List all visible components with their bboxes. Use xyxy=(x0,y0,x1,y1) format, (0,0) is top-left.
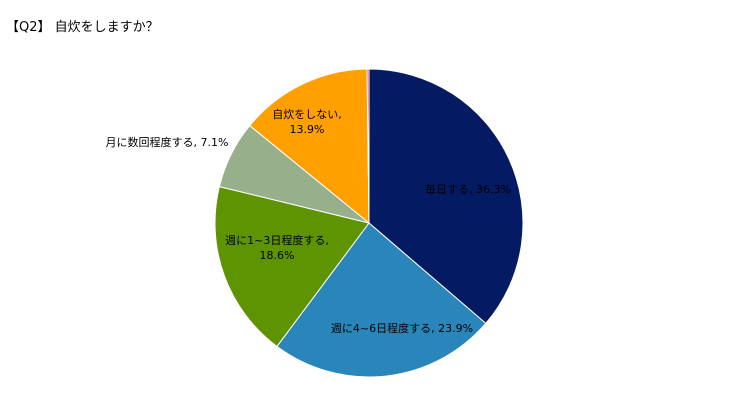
pie-slice-1 xyxy=(368,68,524,325)
slice-label-5: 自炊をしない, 13.9% xyxy=(272,108,342,136)
slice-label-3: 週に1~3日程度する, 18.6% xyxy=(225,233,329,262)
pie-slice-3 xyxy=(214,185,370,348)
slice-label-2: 週に4~6日程度する, 23.9% xyxy=(331,321,473,335)
pie-slice-5 xyxy=(249,68,370,225)
pie-slice-2 xyxy=(276,222,487,378)
slice-label-4: 月に数回程度する, 7.1% xyxy=(106,135,229,149)
chart-title: 【Q2】 自炊をしますか？ xyxy=(6,20,159,35)
slice-label-1: 毎日する, 36.3% xyxy=(425,183,511,196)
pie-slice-6 xyxy=(366,68,370,224)
